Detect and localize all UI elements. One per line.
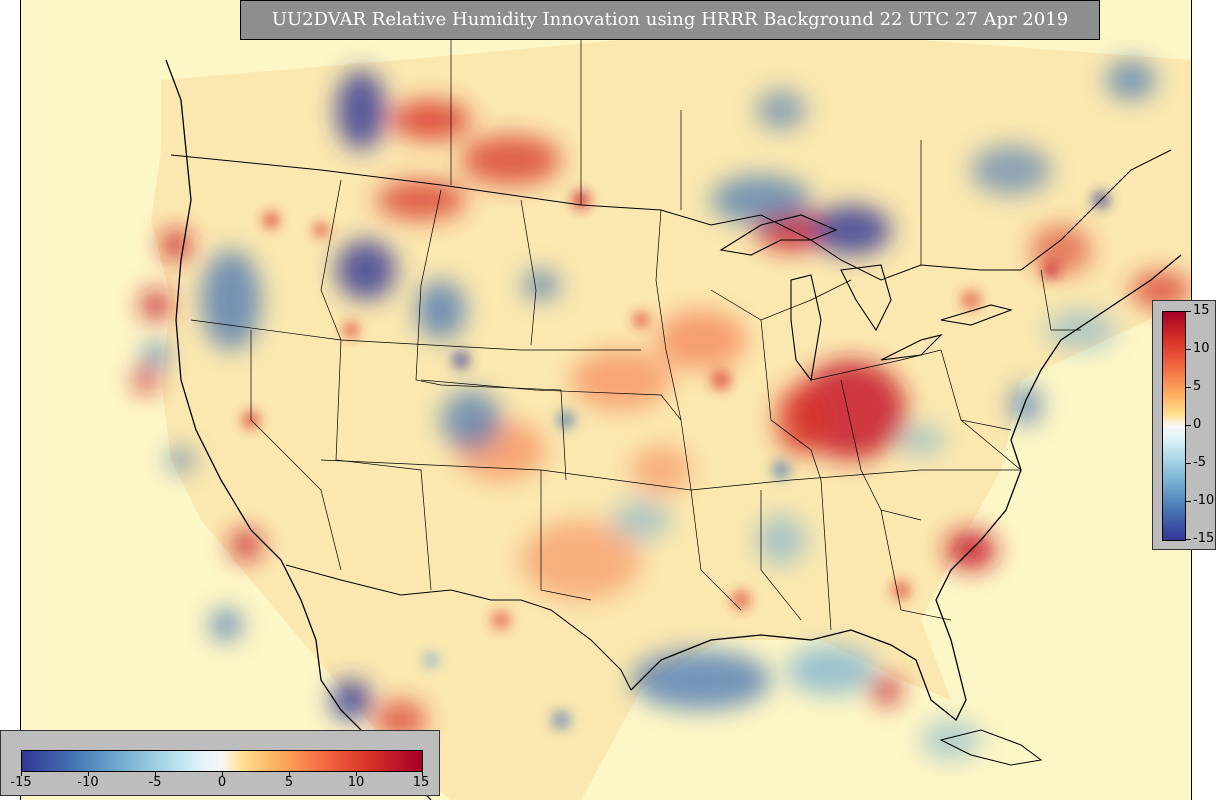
colorbar-right-label: -10	[1193, 493, 1215, 508]
colorbar-bottom: -15 -10 -5 0 5 10 15	[0, 730, 440, 796]
colorbar-right-tick	[1186, 425, 1191, 426]
colorbar-right: 15 10 5 0 -5 -10 -15	[1152, 300, 1216, 550]
gulf-coastline	[630, 254, 1182, 722]
colorbar-bottom-tick	[88, 772, 89, 776]
colorbar-bottom-tick	[222, 772, 223, 776]
colorbar-bottom-tick	[289, 772, 290, 776]
map-title: UU2DVAR Relative Humidity Innovation usi…	[240, 0, 1100, 40]
colorbar-right-tick	[1186, 387, 1191, 388]
west-coastline	[165, 59, 432, 800]
colorbar-right-tick	[1186, 349, 1191, 350]
colorbar-right-label: 15	[1193, 303, 1210, 318]
colorbar-right-label: -15	[1193, 531, 1215, 546]
colorbar-right-label: 10	[1193, 341, 1210, 356]
colorbar-bottom-label: 5	[284, 775, 294, 790]
great-lakes	[719, 214, 1013, 382]
colorbar-right-label: -5	[1193, 455, 1206, 470]
colorbar-bottom-label: -15	[10, 775, 32, 790]
colorbar-bottom-gradient	[21, 750, 423, 772]
colorbar-bottom-tick	[155, 772, 156, 776]
colorbar-right-label: 0	[1193, 417, 1202, 432]
colorbar-bottom-tick	[422, 772, 423, 776]
colorbar-right-tick	[1186, 501, 1191, 502]
us-mexico-border	[285, 564, 632, 691]
colorbar-right-gradient	[1162, 311, 1186, 541]
state-borders	[190, 40, 1081, 631]
land-area	[151, 40, 1191, 800]
colorbar-bottom-tick	[21, 772, 22, 776]
colorbar-bottom-label: 15	[412, 775, 430, 790]
colorbar-right-tick	[1186, 311, 1191, 312]
colorbar-right-tick	[1186, 539, 1191, 540]
colorbar-bottom-label: -5	[148, 775, 162, 790]
colorbar-bottom-label: -10	[77, 775, 99, 790]
colorbar-right-tick	[1186, 463, 1191, 464]
us-canada-border	[170, 149, 1172, 281]
cuba-outline	[939, 729, 1043, 766]
map-canvas	[21, 0, 1191, 800]
colorbar-bottom-label: 0	[217, 775, 227, 790]
colorbar-bottom-label: 10	[347, 775, 365, 790]
colorbar-bottom-tick	[356, 772, 357, 776]
colorbar-right-label: 5	[1193, 379, 1202, 394]
map-frame	[20, 0, 1192, 800]
